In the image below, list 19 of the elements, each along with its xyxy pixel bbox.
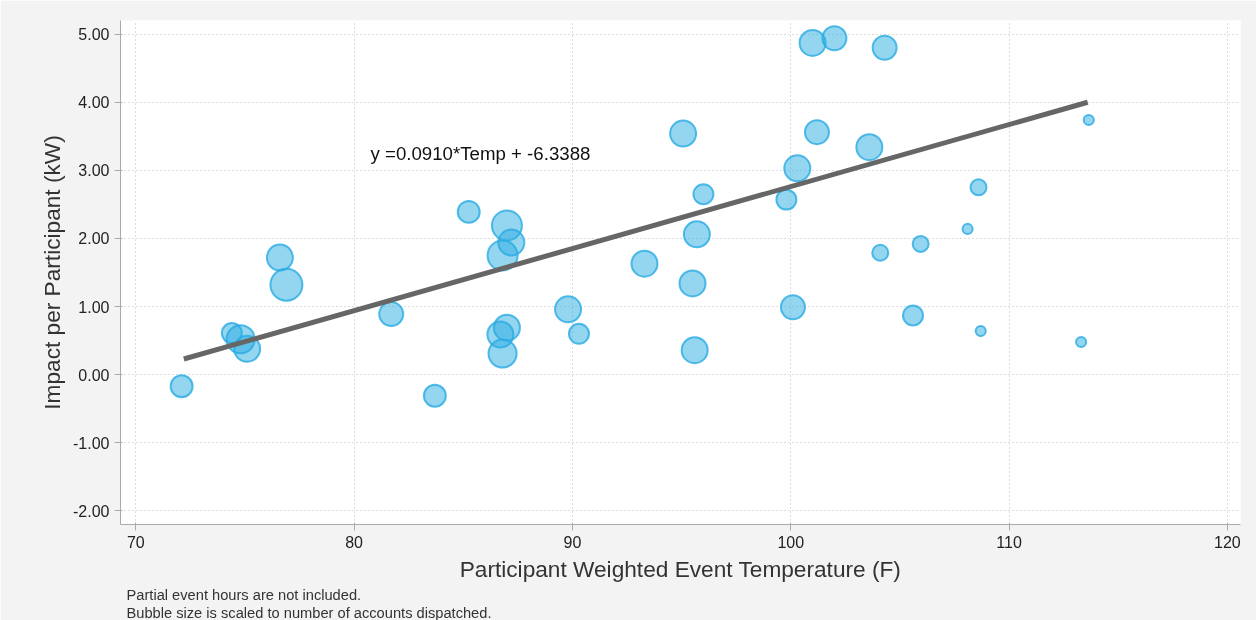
y-tick-label: 0.00 xyxy=(78,366,110,384)
y-tick-label: 3.00 xyxy=(78,162,110,180)
text: Bubble size is scaled to number of accounts dispatched. xyxy=(126,604,492,620)
y-tick-label: 4.00 xyxy=(78,94,110,112)
x-tick-label: 110 xyxy=(996,533,1022,551)
y-axis-title: Impact per Participant (kW) xyxy=(39,135,66,410)
y-tick-label: 2.00 xyxy=(78,230,110,248)
y-tick-label: 5.00 xyxy=(78,26,110,44)
y-tick-label: -1.00 xyxy=(73,434,110,452)
annotation: y =0.0910*Temp + -6.3388 xyxy=(370,143,591,164)
x-tick-label: 80 xyxy=(345,533,364,551)
text: Partial event hours are not included. xyxy=(126,586,362,603)
x-tick-label: 100 xyxy=(777,533,805,551)
x-tick-label: 70 xyxy=(126,533,145,551)
y-tick-label: -2.00 xyxy=(73,502,110,520)
x-tick-label: 120 xyxy=(1214,533,1241,551)
x-axis-title: Participant Weighted Event Temperature (F) xyxy=(459,555,901,582)
y-tick-label: 1.00 xyxy=(78,298,110,316)
x-tick-label: 90 xyxy=(563,533,582,551)
